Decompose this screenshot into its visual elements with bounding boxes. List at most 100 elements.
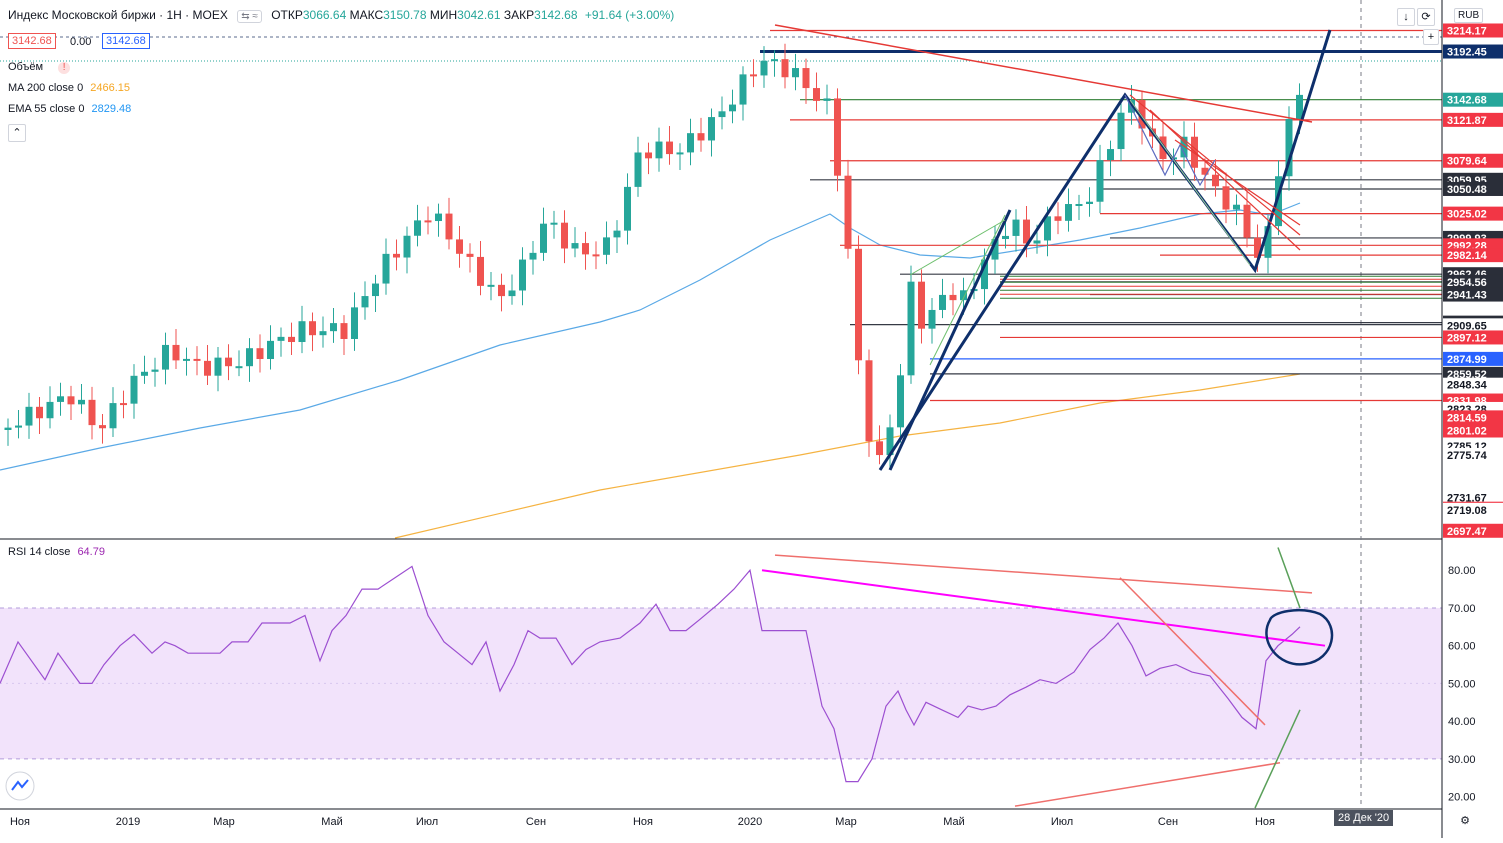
symbol-title[interactable]: Индекс Московской биржи · 1H · MOEX [8, 8, 228, 22]
candle-body [162, 344, 169, 370]
candle-body [288, 336, 295, 343]
open-value: 3066.64 [302, 8, 347, 22]
candle-body [1285, 118, 1293, 177]
scroll-down-icon[interactable]: ↓ [1397, 8, 1415, 26]
channel-line[interactable] [1149, 109, 1301, 251]
bid-price-box[interactable]: 3142.68 [8, 33, 56, 49]
volume-indicator-label[interactable]: Объём ! [8, 61, 71, 74]
ma200-indicator-label[interactable]: MA 200 close 0 2466.15 [8, 82, 131, 94]
price-axis-label: 2874.99 [1447, 354, 1487, 366]
price-axis-label: 2814.59 [1447, 412, 1487, 424]
candle-body [1243, 204, 1251, 238]
candle-body [571, 243, 579, 249]
candle-body [981, 259, 988, 290]
zigzag-trendline[interactable] [878, 29, 1332, 471]
currency-button[interactable]: RUB [1454, 8, 1484, 23]
candle-body [414, 220, 421, 236]
candle-body [1264, 226, 1272, 258]
candle-body [1296, 94, 1303, 119]
candle-body [1222, 186, 1230, 210]
candle-body [361, 296, 369, 308]
candle-body [67, 396, 75, 405]
rsi-green-line[interactable] [1277, 547, 1301, 609]
refresh-icon[interactable]: ⟳ [1417, 8, 1435, 26]
rsi-value: 64.79 [77, 546, 105, 558]
rsi-support-line[interactable] [1014, 761, 1281, 807]
candle-body [393, 253, 400, 258]
candle-body [771, 59, 778, 62]
price-axis-label: 3025.02 [1447, 209, 1487, 221]
price-axis-label-bg [1443, 274, 1503, 289]
rsi-highlight-circle[interactable] [1265, 609, 1334, 666]
warning-icon: ! [58, 62, 71, 74]
candle-body [582, 243, 589, 255]
candle-body [897, 375, 904, 428]
candle-body [25, 406, 33, 426]
price-axis-label: 3121.87 [1447, 115, 1487, 127]
candle-body [666, 141, 673, 155]
candle-body [403, 235, 411, 258]
price-axis-label-bg [1443, 181, 1503, 196]
price-axis-label-bg [1443, 351, 1503, 366]
candle-body [834, 98, 841, 176]
rsi-indicator-label[interactable]: RSI 14 close 64.79 [8, 546, 105, 558]
candle-body [676, 152, 684, 155]
price-axis-label: 3050.48 [1447, 184, 1487, 196]
price-axis-label: 2731.67 [1447, 493, 1487, 505]
candle-body [1138, 99, 1146, 129]
candle-body [655, 141, 663, 159]
candle-body [739, 74, 747, 105]
candle-body [792, 68, 799, 78]
fan-line[interactable] [909, 219, 1006, 276]
price-axis-label-bg [1443, 377, 1503, 392]
price-axis-label: 2775.74 [1447, 450, 1488, 462]
candle-body [1075, 203, 1083, 206]
x-tick: Сен [525, 816, 547, 828]
ask-price-box[interactable]: 3142.68 [102, 33, 150, 49]
rsi-tick-label: 50.00 [1448, 678, 1476, 690]
channel-line[interactable] [1174, 139, 1301, 226]
x-tick: Мар [835, 816, 857, 828]
candle-body [603, 237, 610, 255]
candle-body [340, 323, 348, 339]
support-trendline[interactable] [888, 209, 1012, 471]
price-axis-label: 2697.47 [1447, 526, 1487, 538]
x-tick: Июл [415, 816, 439, 828]
rsi-down-line[interactable] [1119, 577, 1266, 726]
candle-body [886, 427, 894, 456]
candle-body [1107, 149, 1114, 161]
add-plus-icon[interactable]: + [1423, 29, 1439, 45]
fan-line[interactable] [1129, 99, 1251, 266]
rsi-green-line[interactable] [1254, 709, 1301, 809]
candle-body [760, 60, 768, 76]
candle-body [729, 104, 736, 112]
price-axis-label-bg [1443, 490, 1503, 505]
candle-body [823, 98, 831, 101]
resistance-trendline[interactable] [774, 24, 1313, 123]
collapse-legend-icon[interactable]: ⌃ [8, 124, 26, 142]
candle-body [4, 427, 12, 430]
candle-body [1096, 160, 1104, 202]
rsi-resistance-line[interactable] [774, 554, 1313, 594]
price-axis-label: 3142.68 [1447, 95, 1487, 107]
x-tick: Мар [213, 816, 235, 828]
legend-toggle[interactable]: ⇆ ≈ [237, 10, 262, 23]
candle-body [939, 294, 946, 310]
candle-body [750, 74, 757, 77]
rsi-magenta-trendline[interactable] [761, 569, 1326, 647]
candle-body [907, 281, 915, 376]
candle-body [561, 222, 568, 249]
candle-body [708, 117, 715, 141]
candle-body [1054, 216, 1062, 221]
ema55-indicator-label[interactable]: EMA 55 close 0 2829.48 [8, 103, 132, 115]
fan-line[interactable] [929, 214, 1006, 366]
settings-gear-icon[interactable]: ⚙ [1457, 813, 1473, 829]
pattern-line[interactable] [1124, 94, 1216, 187]
candle-body [1012, 219, 1020, 236]
ohlc-readout: ОТКР3066.64 МАКС3150.78 МИН3042.61 ЗАКР3… [271, 8, 675, 22]
price-axis-label-bg [1443, 330, 1503, 345]
candle-body [372, 283, 379, 297]
price-axis-label-bg [1443, 92, 1503, 107]
